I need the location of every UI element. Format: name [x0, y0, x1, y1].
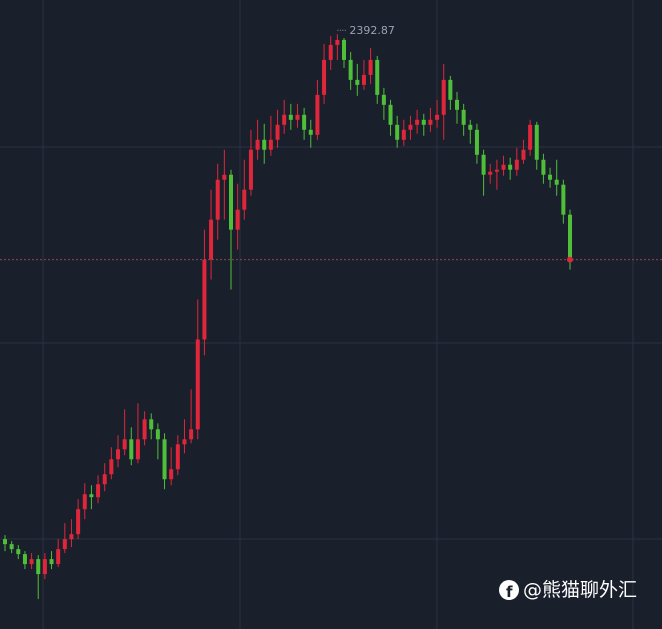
- candle-body: [388, 104, 393, 125]
- candle-body: [222, 174, 227, 180]
- candle-body: [514, 159, 519, 170]
- candle-body: [248, 149, 253, 190]
- candle-body: [568, 214, 572, 260]
- candle-body: [401, 129, 406, 140]
- last-price-dot: [567, 256, 573, 263]
- candle-body: [235, 209, 240, 230]
- candle-body: [122, 439, 127, 450]
- candle-body: [209, 219, 214, 260]
- candle-body: [548, 174, 553, 180]
- candle-body: [302, 114, 307, 130]
- watermark-icon: [499, 580, 519, 600]
- candle-body: [242, 189, 247, 210]
- candle-body: [155, 429, 160, 440]
- candle-body: [461, 109, 466, 125]
- candle-body: [36, 559, 41, 575]
- candle-body: [69, 534, 74, 540]
- candle-body: [375, 59, 380, 95]
- candle-body: [395, 124, 400, 140]
- watermark-icon-letter: f: [506, 583, 513, 601]
- candle-body: [76, 509, 81, 535]
- candle-body: [295, 114, 300, 120]
- candle-body: [162, 439, 167, 480]
- candle-body: [428, 119, 433, 125]
- candle-body: [275, 124, 280, 140]
- candle-body: [189, 429, 194, 440]
- candle-body: [435, 114, 440, 120]
- candle-body: [195, 339, 200, 430]
- candle-body: [82, 494, 87, 510]
- candle-body: [328, 44, 333, 60]
- candle-body: [342, 39, 346, 60]
- candle-body: [368, 59, 373, 75]
- candle-body: [415, 119, 420, 125]
- candle-body: [255, 139, 260, 150]
- peak-label: 2392.87: [349, 24, 395, 37]
- candle-body: [42, 559, 47, 575]
- candle-body: [408, 124, 413, 130]
- candle-body: [116, 449, 120, 460]
- candle-body: [521, 149, 526, 160]
- candle-body: [9, 544, 14, 550]
- candle-body: [448, 79, 453, 100]
- candle-body: [282, 114, 287, 125]
- candle-body: [361, 74, 366, 85]
- candle-body: [3, 539, 7, 545]
- candle-body: [381, 94, 386, 105]
- candle-body: [262, 139, 267, 150]
- candle-body: [348, 59, 353, 80]
- candle-body: [501, 164, 506, 170]
- candle-body: [474, 129, 479, 155]
- candle-body: [182, 439, 187, 445]
- candle-body: [215, 179, 220, 220]
- candle-body: [129, 439, 134, 460]
- candle-body: [268, 139, 273, 150]
- candle-body: [56, 549, 61, 565]
- candle-body: [149, 419, 154, 430]
- candle-body: [541, 159, 546, 175]
- candle-body: [561, 184, 566, 215]
- candle-body: [49, 559, 54, 565]
- candle-body: [135, 439, 140, 460]
- candle-body: [455, 99, 459, 110]
- candle-body: [102, 474, 107, 485]
- candle-body: [528, 124, 533, 150]
- watermark-text: @熊猫聊外汇: [523, 579, 637, 601]
- candle-body: [355, 79, 360, 85]
- candle-body: [142, 419, 147, 440]
- candle-body: [175, 444, 180, 470]
- candle-body: [508, 164, 513, 170]
- candle-body: [308, 129, 313, 135]
- candle-body: [62, 539, 67, 550]
- watermark: f @熊猫聊外汇: [499, 579, 637, 601]
- candle-body: [288, 114, 293, 120]
- candle-body: [335, 39, 340, 45]
- candle-body: [481, 154, 486, 175]
- candle-body: [169, 469, 174, 480]
- candle-body: [468, 124, 473, 130]
- candle-body: [421, 119, 426, 125]
- candle-body: [89, 494, 94, 498]
- candle-body: [22, 554, 27, 565]
- candle-body: [488, 171, 493, 175]
- candle-body: [441, 79, 446, 115]
- candle-body: [315, 94, 320, 135]
- candle-body: [494, 169, 499, 172]
- candle-body: [202, 259, 207, 340]
- candle-body: [109, 459, 114, 475]
- candle-body: [554, 179, 559, 185]
- candle-body: [229, 174, 233, 230]
- candle-body: [96, 484, 101, 498]
- candle-body: [16, 549, 21, 555]
- candle-body: [322, 59, 327, 95]
- candle-body: [534, 124, 539, 160]
- candle-body: [29, 559, 34, 565]
